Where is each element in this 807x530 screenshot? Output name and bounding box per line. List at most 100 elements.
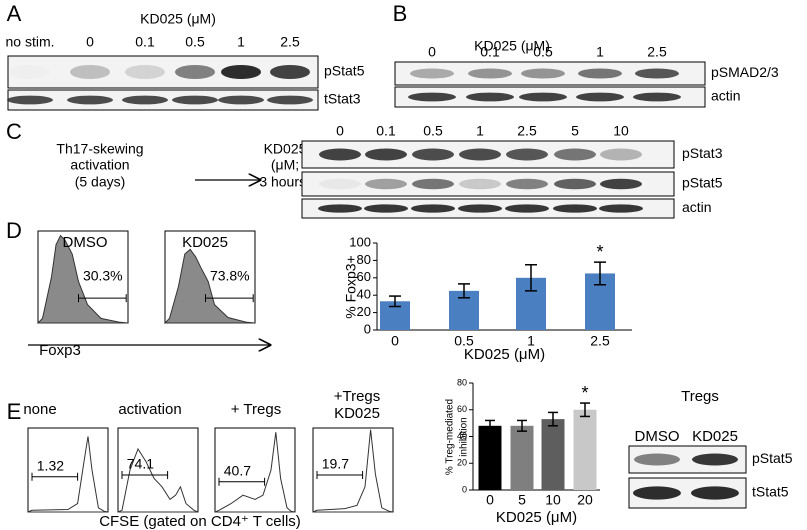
bar (510, 425, 534, 490)
axis-label: Foxp3 (39, 342, 81, 359)
bar (573, 409, 597, 490)
panel-letter: D (6, 218, 22, 243)
band (506, 178, 548, 190)
band (506, 148, 548, 161)
lane-label: 0.5 (423, 123, 443, 139)
gate-value: 30.3% (83, 268, 123, 284)
label: activation (70, 157, 129, 173)
band (67, 95, 113, 105)
x-tick-label: 0.5 (454, 333, 474, 349)
blot-label: pStat5 (682, 175, 723, 191)
blot (394, 61, 706, 86)
histogram (163, 248, 256, 324)
lane-label: 2.5 (647, 44, 667, 60)
y-tick-label: 0 (462, 484, 467, 494)
band (521, 68, 565, 79)
band (122, 95, 168, 105)
histogram-frame (214, 427, 296, 513)
x-tick-label: 1 (527, 333, 535, 349)
band (70, 64, 110, 80)
y-tick-label: 80 (357, 252, 371, 267)
lane-label: 0.5 (185, 34, 205, 50)
band (691, 486, 739, 500)
band (221, 64, 261, 80)
band (576, 92, 624, 102)
y-tick-label: 100 (349, 234, 371, 249)
label: Th17-skewing (56, 141, 143, 157)
x-tick-label: 10 (545, 492, 561, 508)
label: KD025 (μM) (140, 11, 216, 27)
blot-label: pStat5 (324, 63, 365, 79)
band (365, 178, 407, 190)
x-tick-label: 0 (391, 333, 399, 349)
band (267, 95, 313, 105)
lane-label: 0.1 (135, 34, 155, 50)
band (175, 64, 215, 80)
significance: * (581, 383, 588, 403)
gate-value: 1.32 (37, 457, 64, 473)
label: + Tregs (231, 401, 281, 418)
blot-label: tStat3 (324, 91, 361, 107)
band (633, 486, 681, 500)
label: activation (118, 401, 181, 418)
band (692, 453, 738, 466)
y-tick-label: 80 (457, 377, 467, 387)
band (459, 178, 501, 190)
x-axis-label: KD025 (μM) (464, 346, 545, 363)
gate-value: 74.1 (127, 456, 154, 472)
histogram (36, 234, 129, 324)
histogram-frame (117, 427, 199, 513)
blot-label: pStat3 (682, 145, 723, 161)
band (519, 92, 567, 102)
label: (5 days) (75, 174, 126, 190)
lane-label: 0 (86, 34, 94, 50)
band (318, 204, 362, 213)
y-tick-label: 60 (357, 269, 371, 284)
blot-label: tStat5 (752, 484, 789, 500)
label: KD025 (μM) (474, 38, 550, 54)
panel-letter: B (393, 1, 408, 26)
y-tick-label: 60 (457, 404, 467, 414)
bar (478, 425, 502, 490)
band (10, 65, 50, 79)
band (578, 68, 622, 79)
blot (7, 55, 319, 89)
band (458, 204, 502, 213)
label: (μM; (271, 157, 299, 173)
label: DMSO (63, 234, 108, 251)
lane-label: DMSO (635, 428, 680, 445)
band (505, 204, 549, 213)
lane-label: 0.5 (533, 44, 553, 60)
band (635, 68, 679, 79)
band (600, 178, 642, 190)
lane-label: 0 (336, 123, 344, 139)
lane-label: 2.5 (280, 34, 300, 50)
panel-letter: C (6, 119, 22, 144)
gate-value: 73.8% (210, 268, 250, 284)
blot-label: pSMAD2/3 (711, 64, 779, 80)
y-tick-label: 20 (357, 304, 371, 319)
y-axis-label: % Treg-mediated (445, 399, 456, 475)
x-tick-label: 5 (518, 492, 526, 508)
band (554, 148, 596, 161)
band (410, 68, 454, 79)
x-tick-label: 0 (486, 492, 494, 508)
y-tick-label: 40 (357, 287, 371, 302)
band (633, 92, 681, 102)
band (319, 178, 361, 190)
y-tick-label: 40 (457, 431, 467, 441)
y-tick-label: 20 (457, 458, 467, 468)
histogram-frame (27, 427, 109, 513)
band (125, 64, 165, 80)
band (468, 68, 512, 79)
band (634, 453, 680, 466)
y-axis-label: inhibition (459, 417, 470, 456)
band (365, 148, 407, 161)
band (600, 148, 642, 161)
band (412, 148, 454, 161)
band (599, 204, 643, 213)
lane-label: no stim. (5, 34, 54, 50)
band (270, 64, 310, 80)
lane-label: KD025 (692, 428, 738, 445)
